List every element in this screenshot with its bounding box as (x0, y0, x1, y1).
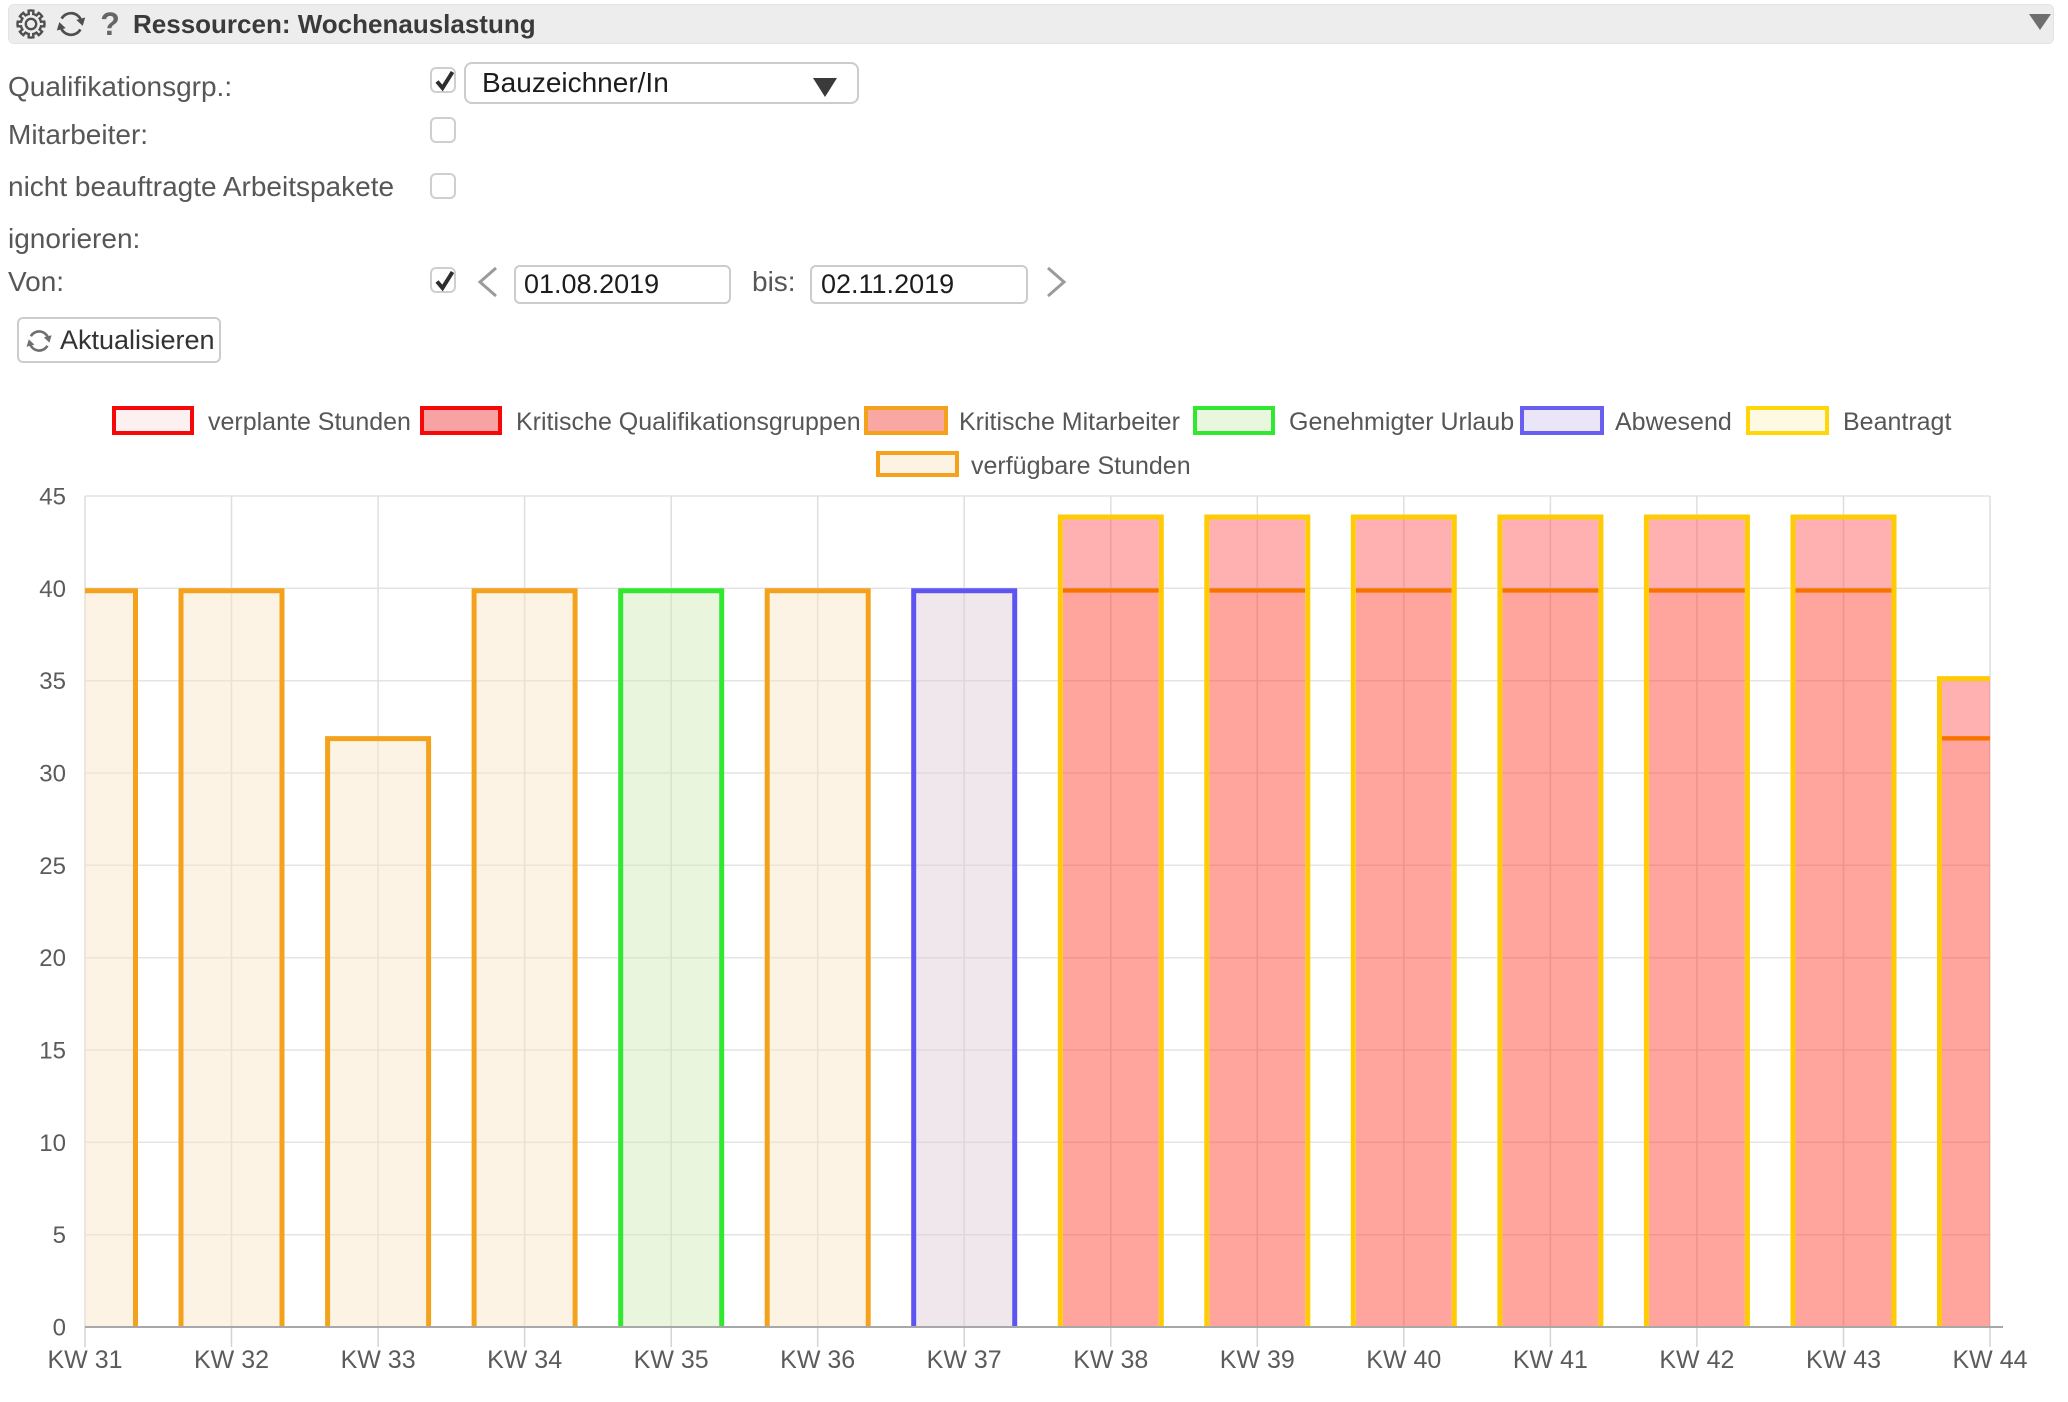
svg-text:40: 40 (39, 576, 66, 603)
svg-text:KW 37: KW 37 (927, 1346, 1002, 1374)
svg-text:45: 45 (39, 484, 66, 511)
svg-text:15: 15 (39, 1038, 66, 1065)
svg-text:KW 35: KW 35 (634, 1346, 709, 1374)
svg-text:30: 30 (39, 761, 66, 788)
svg-text:35: 35 (39, 668, 66, 695)
svg-text:KW 39: KW 39 (1220, 1346, 1295, 1374)
svg-text:KW 40: KW 40 (1366, 1346, 1441, 1374)
svg-text:25: 25 (39, 853, 66, 880)
svg-text:10: 10 (39, 1130, 66, 1157)
svg-text:20: 20 (39, 945, 66, 972)
svg-text:5: 5 (53, 1222, 66, 1249)
svg-text:KW 33: KW 33 (341, 1346, 416, 1374)
svg-text:KW 41: KW 41 (1513, 1346, 1588, 1374)
svg-text:0: 0 (53, 1315, 66, 1342)
svg-text:KW 43: KW 43 (1806, 1346, 1881, 1374)
svg-text:KW 31: KW 31 (47, 1346, 122, 1374)
svg-text:KW 34: KW 34 (487, 1346, 562, 1374)
svg-text:KW 42: KW 42 (1659, 1346, 1734, 1374)
svg-text:KW 32: KW 32 (194, 1346, 269, 1374)
svg-text:KW 38: KW 38 (1073, 1346, 1148, 1374)
svg-text:KW 44: KW 44 (1952, 1346, 2027, 1374)
svg-text:KW 36: KW 36 (780, 1346, 855, 1374)
